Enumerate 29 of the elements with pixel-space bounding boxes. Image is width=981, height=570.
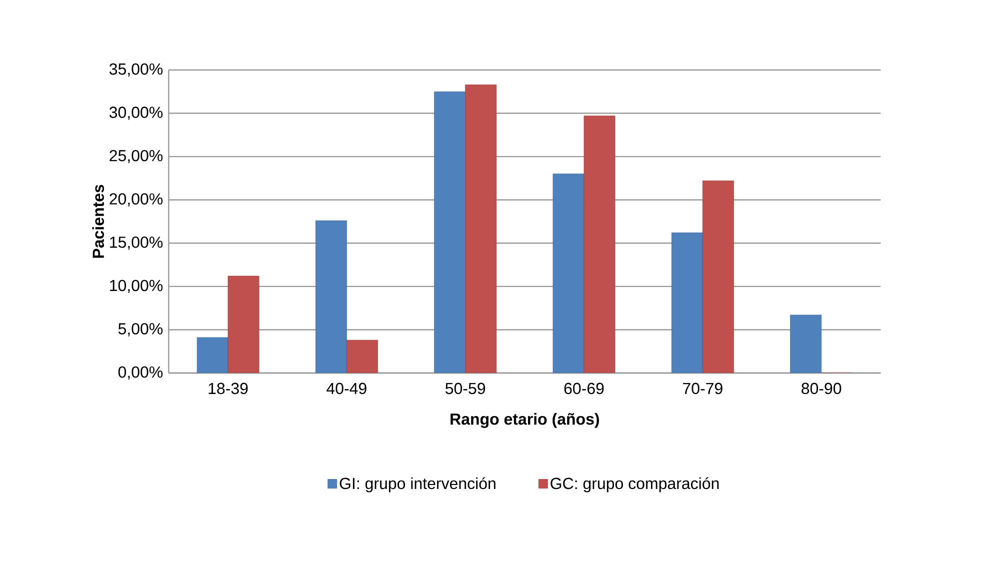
x-tick-label: 18-39: [208, 382, 248, 394]
bar: [434, 91, 466, 373]
bar: [465, 84, 497, 373]
bar: [346, 340, 378, 373]
y-tick-label: 0,00%: [118, 366, 163, 380]
bar: [552, 174, 584, 373]
y-tick-label: 15,00%: [110, 236, 163, 250]
y-tick-label: 35,00%: [109, 63, 163, 77]
bar: [584, 116, 616, 373]
legend-label: GC: grupo comparación: [550, 477, 719, 492]
x-tick-label: 80-90: [802, 382, 842, 394]
x-tick-label: 60-69: [564, 382, 604, 394]
y-tick-label: 30,00%: [109, 106, 163, 120]
bar: [228, 276, 260, 373]
bar: [790, 314, 822, 373]
x-axis-title: Rango etario (años): [450, 413, 599, 428]
y-tick-label: 5,00%: [118, 323, 163, 336]
bar: [702, 180, 734, 373]
x-tick-label: 70-79: [683, 382, 722, 394]
bar: [315, 220, 347, 373]
bar: [671, 232, 703, 373]
y-tick-label: 25,00%: [110, 150, 163, 164]
y-axis-title: Pacientes: [92, 184, 104, 258]
x-tick-label: 50-59: [446, 382, 486, 394]
bar: [196, 337, 228, 373]
y-tick-label: 10,00%: [110, 280, 163, 294]
x-tick-label: 40-49: [326, 382, 366, 394]
y-tick-label: 20,00%: [110, 193, 163, 206]
legend-label: GI: grupo intervención: [340, 477, 496, 492]
